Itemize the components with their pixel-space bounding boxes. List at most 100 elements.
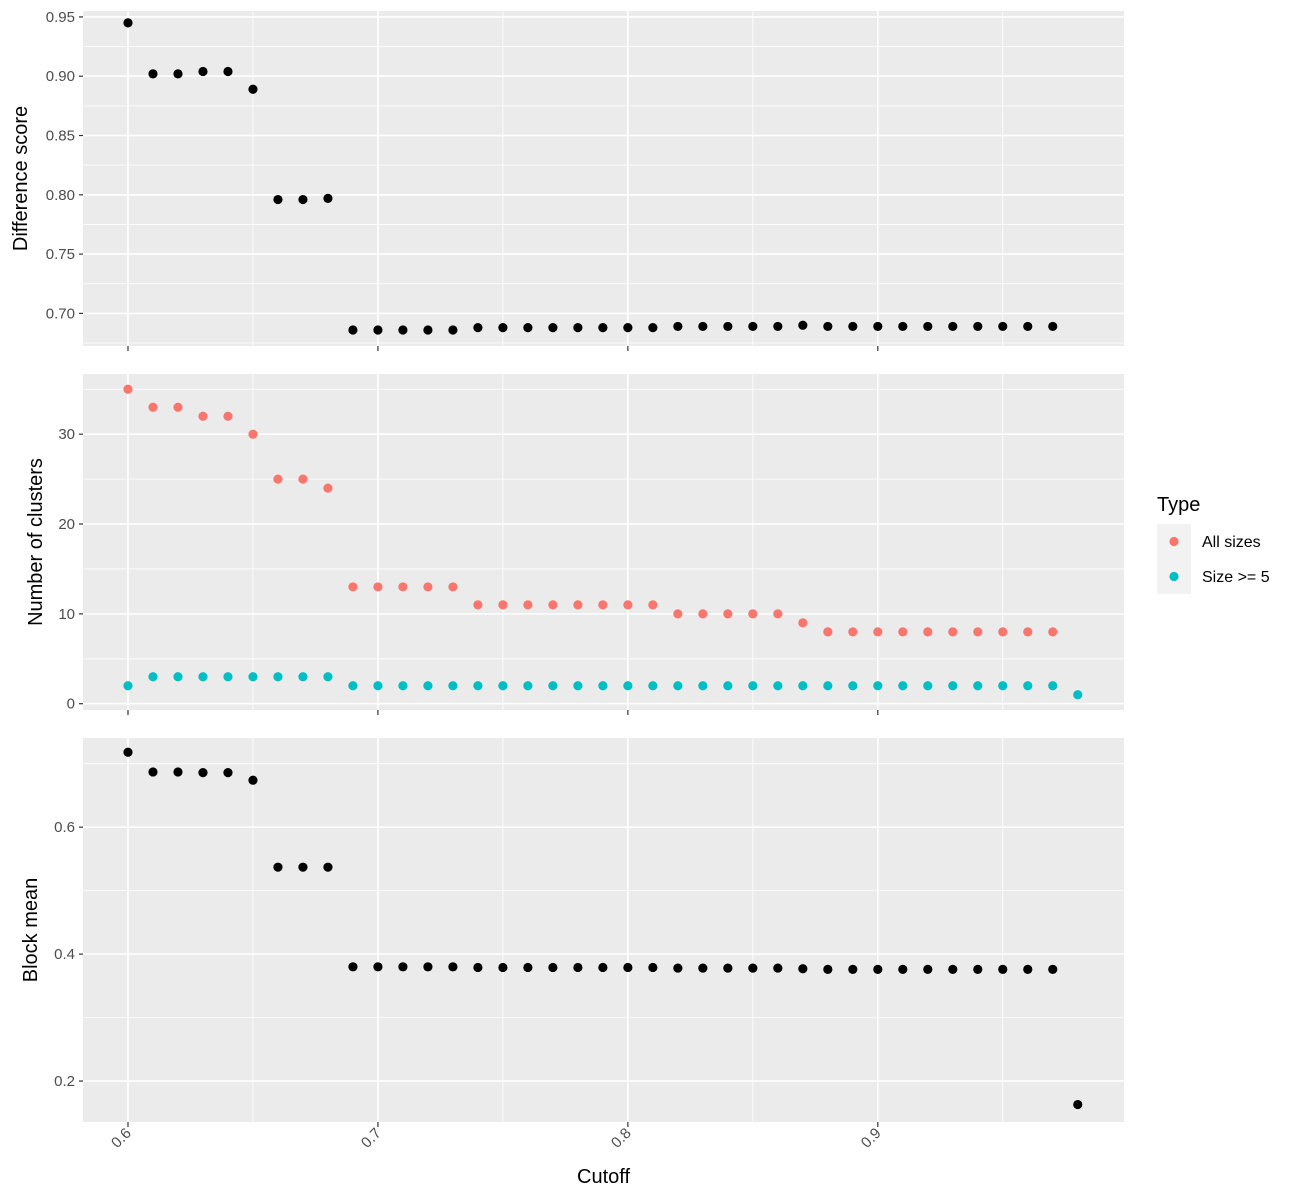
data-point (673, 321, 683, 332)
data-point (198, 66, 208, 77)
data-point (123, 18, 133, 28)
data-point (973, 964, 983, 974)
data-point (1073, 690, 1083, 700)
data-point (123, 681, 133, 691)
data-point (773, 963, 783, 973)
data-point (423, 582, 433, 592)
data-point (773, 681, 783, 691)
data-point (898, 321, 908, 332)
data-point (973, 321, 983, 332)
legend-title: Type (1157, 494, 1200, 516)
data-point (623, 681, 633, 691)
data-point (298, 862, 308, 872)
data-point (173, 672, 183, 682)
data-point (648, 681, 658, 691)
data-point (198, 672, 208, 682)
data-point (723, 963, 733, 973)
data-point (1048, 627, 1058, 637)
data-point (698, 321, 708, 332)
data-point (1023, 321, 1033, 332)
legend-item-all-sizes: All sizes (1157, 524, 1261, 559)
y-tick-label: 10 (58, 606, 75, 623)
data-point (923, 964, 933, 974)
data-point (248, 84, 258, 94)
data-point (773, 609, 783, 619)
data-point (473, 962, 483, 973)
data-point (923, 627, 933, 637)
y-tick-label: 0.75 (46, 246, 75, 263)
data-point (573, 962, 583, 973)
panel-background (83, 374, 1124, 710)
data-point (598, 962, 608, 973)
data-point (523, 600, 533, 610)
data-point (298, 194, 308, 205)
data-point (898, 627, 908, 637)
data-point (998, 681, 1008, 691)
data-point (673, 681, 683, 691)
data-point (448, 681, 458, 691)
data-point (248, 775, 258, 785)
data-point (123, 384, 133, 394)
data-point (423, 681, 433, 691)
series-1 (123, 18, 1058, 335)
data-point (598, 600, 608, 610)
panel-background (83, 11, 1124, 346)
data-point (648, 962, 658, 973)
data-point (348, 325, 358, 335)
y-axis-title: Difference score (10, 106, 32, 251)
data-point (798, 618, 808, 628)
y-tick-label: 0.85 (46, 128, 75, 145)
series-all-sizes (123, 384, 1058, 637)
data-point (848, 321, 858, 332)
data-point (1023, 627, 1033, 637)
data-point (148, 767, 158, 777)
data-point (748, 963, 758, 973)
data-point (348, 582, 358, 592)
series-1 (123, 747, 1083, 1110)
data-point (148, 672, 158, 682)
data-point (823, 964, 833, 974)
data-point (873, 627, 883, 637)
data-point (373, 962, 383, 972)
x-tick-label: 0.7 (358, 1125, 385, 1152)
data-point (1023, 681, 1033, 691)
data-point (473, 323, 483, 333)
data-point (248, 429, 258, 439)
data-point (998, 964, 1008, 974)
data-point (623, 962, 633, 973)
data-point (723, 681, 733, 691)
data-point (848, 627, 858, 637)
data-point (423, 325, 433, 335)
data-point (148, 69, 158, 79)
data-point (398, 325, 408, 335)
data-point (923, 681, 933, 691)
data-point (698, 963, 708, 973)
data-point (273, 862, 283, 872)
legend-swatch (1169, 571, 1179, 582)
data-point (523, 323, 533, 333)
data-point (873, 321, 883, 332)
data-point (398, 962, 408, 972)
data-point (298, 672, 308, 682)
panel-block-mean: 0.2 0.4 0.6 0.6 0.7 0.8 0.9 Cutoff Block mean (20, 738, 1124, 1188)
y-tick-label: 0.6 (54, 819, 75, 836)
legend-swatch (1169, 536, 1179, 547)
data-point (798, 964, 808, 974)
data-point (223, 411, 233, 421)
data-point (1048, 321, 1058, 332)
data-point (173, 402, 183, 412)
data-point (548, 681, 558, 691)
y-tick-label: 20 (58, 516, 75, 533)
y-tick-label: 0.95 (46, 9, 75, 26)
data-point (473, 681, 483, 691)
data-point (898, 681, 908, 691)
data-point (323, 862, 333, 872)
x-tick-label: 0.6 (108, 1125, 135, 1152)
data-point (598, 323, 608, 333)
data-point (423, 962, 433, 972)
data-point (873, 964, 883, 974)
data-point (273, 672, 283, 682)
data-point (398, 582, 408, 592)
data-point (373, 582, 383, 592)
data-point (548, 962, 558, 973)
